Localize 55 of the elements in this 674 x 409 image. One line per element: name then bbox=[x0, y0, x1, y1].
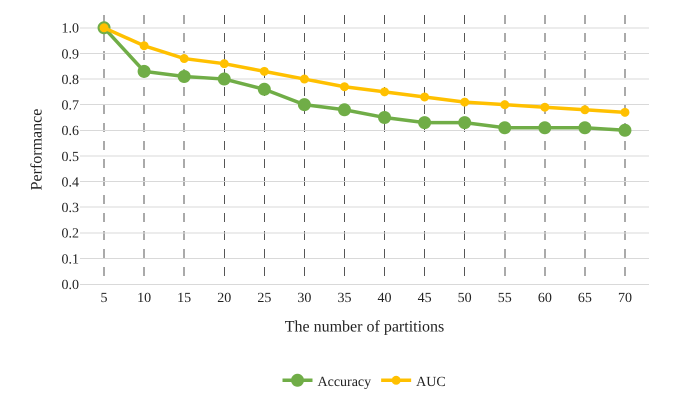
y-tick-label: 0.4 bbox=[62, 175, 79, 190]
y-tick-label: 0.8 bbox=[62, 72, 79, 88]
legend-label: AUC bbox=[416, 374, 446, 390]
x-tick-label: 55 bbox=[498, 290, 512, 306]
x-axis-title: The number of partitions bbox=[284, 318, 444, 336]
point bbox=[578, 121, 592, 134]
x-tick-label: 70 bbox=[618, 290, 632, 306]
point bbox=[420, 92, 430, 102]
point bbox=[378, 110, 392, 124]
point bbox=[138, 64, 151, 78]
point bbox=[340, 82, 349, 92]
x-tick-label: 40 bbox=[378, 290, 392, 306]
point bbox=[258, 82, 271, 96]
point bbox=[178, 70, 191, 83]
x-tick-label: 30 bbox=[297, 290, 312, 306]
x-tick-label: 35 bbox=[337, 290, 352, 306]
y-tick-label: 0.6 bbox=[62, 124, 79, 140]
y-tick-label: 0.0 bbox=[62, 278, 79, 293]
point bbox=[220, 59, 229, 68]
x-tick-label: 5 bbox=[100, 290, 108, 306]
x-tick-label: 20 bbox=[217, 290, 232, 306]
point bbox=[618, 124, 632, 137]
point bbox=[540, 102, 550, 112]
x-tick-label: 45 bbox=[418, 290, 432, 306]
y-tick-label: 0.5 bbox=[62, 150, 79, 165]
legend-label: Accuracy bbox=[318, 374, 372, 390]
point bbox=[538, 121, 552, 134]
x-tick-label: 65 bbox=[578, 290, 592, 306]
x-tick-label: 10 bbox=[137, 290, 152, 306]
point bbox=[500, 100, 510, 110]
x-tick-label: 60 bbox=[538, 290, 552, 306]
point bbox=[338, 103, 351, 116]
point bbox=[418, 116, 432, 130]
y-axis-title: Performance bbox=[28, 108, 46, 190]
point bbox=[300, 74, 309, 84]
x-tick-label: 50 bbox=[458, 290, 472, 306]
point bbox=[298, 98, 311, 112]
y-tick-label: 0.7 bbox=[62, 98, 79, 114]
y-tick-label: 0.9 bbox=[62, 47, 79, 62]
point bbox=[260, 66, 269, 76]
y-tick-label: 1.0 bbox=[62, 22, 79, 37]
point bbox=[458, 116, 472, 130]
point bbox=[620, 108, 630, 117]
point bbox=[380, 87, 390, 96]
point bbox=[460, 98, 470, 107]
x-tick-label: 15 bbox=[177, 290, 192, 306]
point bbox=[218, 72, 231, 86]
x-tick-label: 25 bbox=[257, 290, 272, 306]
point bbox=[180, 54, 189, 64]
y-tick-label: 0.2 bbox=[62, 226, 79, 242]
point bbox=[140, 41, 149, 50]
y-tick-label: 0.3 bbox=[62, 201, 79, 216]
point bbox=[498, 121, 512, 134]
point bbox=[580, 105, 590, 114]
y-tick-label: 0.1 bbox=[62, 252, 79, 268]
